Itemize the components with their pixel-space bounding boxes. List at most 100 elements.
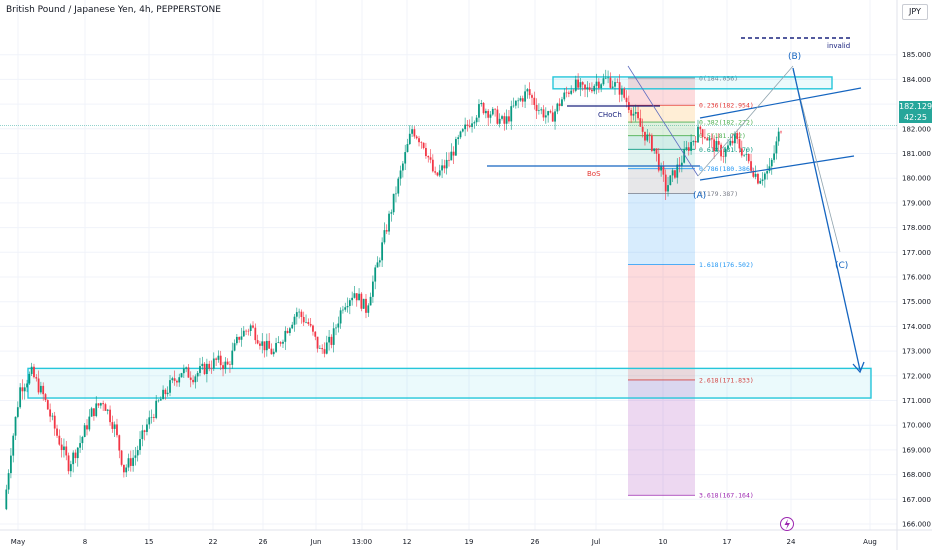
candle-body	[448, 159, 450, 161]
candle-body	[752, 170, 755, 177]
candle-body	[607, 77, 609, 79]
candle-body	[49, 409, 52, 417]
annotations: invalid CHoCh BoS (B) (A) (C)	[487, 37, 865, 531]
candle-body	[293, 316, 296, 325]
candle-body	[660, 165, 663, 171]
candle-body	[83, 425, 86, 437]
candle-body	[210, 368, 213, 370]
candle-body	[531, 95, 533, 98]
y-tick-label: 169.000	[902, 446, 931, 454]
candle-body	[567, 92, 570, 94]
candle-body	[268, 340, 271, 349]
candle-body	[750, 161, 752, 171]
candle-body	[39, 385, 42, 393]
candle-body	[674, 170, 676, 178]
candle-body	[657, 153, 660, 171]
candle-body	[182, 368, 185, 374]
candle-body	[692, 141, 695, 142]
candle-body	[528, 89, 531, 96]
candle-body	[777, 131, 780, 142]
fib-level-label: 2.618(171.833)	[699, 376, 754, 384]
x-tick-label: 26	[531, 538, 540, 546]
candle-body	[277, 342, 280, 344]
candle-body	[648, 134, 651, 136]
bos-label: BoS	[587, 170, 601, 178]
projection-arrowhead	[852, 361, 865, 374]
candle-body	[298, 311, 301, 313]
lightning-bolt-glyph	[784, 519, 790, 530]
candle-body	[401, 163, 404, 171]
candle-body	[655, 148, 658, 154]
candle-body	[625, 97, 628, 103]
candle-body	[235, 336, 238, 344]
candle-body	[113, 424, 116, 429]
candle-body	[397, 178, 400, 194]
candle-body	[713, 139, 716, 151]
candle-body	[381, 242, 384, 261]
candle-body	[291, 324, 294, 329]
candle-body	[563, 92, 566, 100]
candle-body	[570, 90, 573, 94]
candle-body	[588, 87, 591, 90]
candle-body	[579, 82, 582, 88]
candle-body	[122, 464, 125, 473]
candle-body	[604, 77, 607, 79]
candle-body	[247, 330, 250, 332]
candle-body	[229, 364, 231, 366]
y-tick-label: 168.000	[902, 471, 931, 479]
candle-body	[404, 152, 407, 164]
candle-body	[339, 310, 342, 324]
candle-body	[420, 142, 423, 143]
candle-body	[33, 366, 35, 378]
candle-body	[549, 111, 552, 113]
candle-body	[136, 450, 139, 456]
currency-badge[interactable]: JPY	[902, 4, 928, 20]
candle-body	[694, 141, 697, 143]
candle-body	[388, 213, 390, 232]
y-tick-label: 171.000	[902, 397, 931, 405]
candle-body	[146, 424, 148, 432]
y-tick-label: 178.000	[902, 224, 931, 232]
candle-body	[390, 212, 393, 214]
fib-band	[628, 379, 695, 496]
current-price-tag: 182.129 42:25	[899, 101, 932, 123]
candle-body	[139, 439, 141, 451]
candle-body	[351, 297, 354, 301]
candle-body	[155, 400, 158, 418]
candle-body	[164, 389, 167, 395]
candle-body	[699, 126, 702, 130]
candle-body	[724, 148, 727, 157]
candle-body	[685, 147, 688, 150]
candle-body	[337, 323, 340, 328]
candle-body	[270, 348, 273, 355]
candle-body	[650, 135, 653, 151]
candle-body	[736, 133, 739, 140]
candle-body	[19, 387, 22, 408]
candle-body	[763, 173, 766, 180]
candle-body	[586, 87, 589, 90]
choch-label: CHoCh	[598, 111, 622, 119]
x-tick-label: 12	[403, 538, 412, 546]
wave-a-label: (A)	[693, 191, 706, 201]
candle-body	[733, 133, 736, 144]
candle-body	[323, 349, 326, 354]
candle-body	[457, 137, 460, 140]
x-tick-label: 13:00	[352, 538, 372, 546]
candle-body	[194, 376, 197, 383]
candle-body	[468, 125, 471, 127]
candle-body	[318, 348, 321, 349]
candle-body	[641, 126, 644, 132]
candle-body	[295, 312, 298, 317]
candle-body	[127, 458, 130, 468]
candle-body	[240, 336, 243, 340]
candle-body	[259, 343, 261, 346]
candle-body	[201, 363, 204, 367]
candle-body	[104, 404, 107, 411]
candle-body	[51, 415, 54, 417]
y-tick-label: 176.000	[902, 274, 931, 282]
candle-body	[178, 377, 181, 383]
candle-body	[455, 139, 457, 156]
candle-body	[770, 159, 773, 167]
candle-body	[533, 97, 536, 105]
